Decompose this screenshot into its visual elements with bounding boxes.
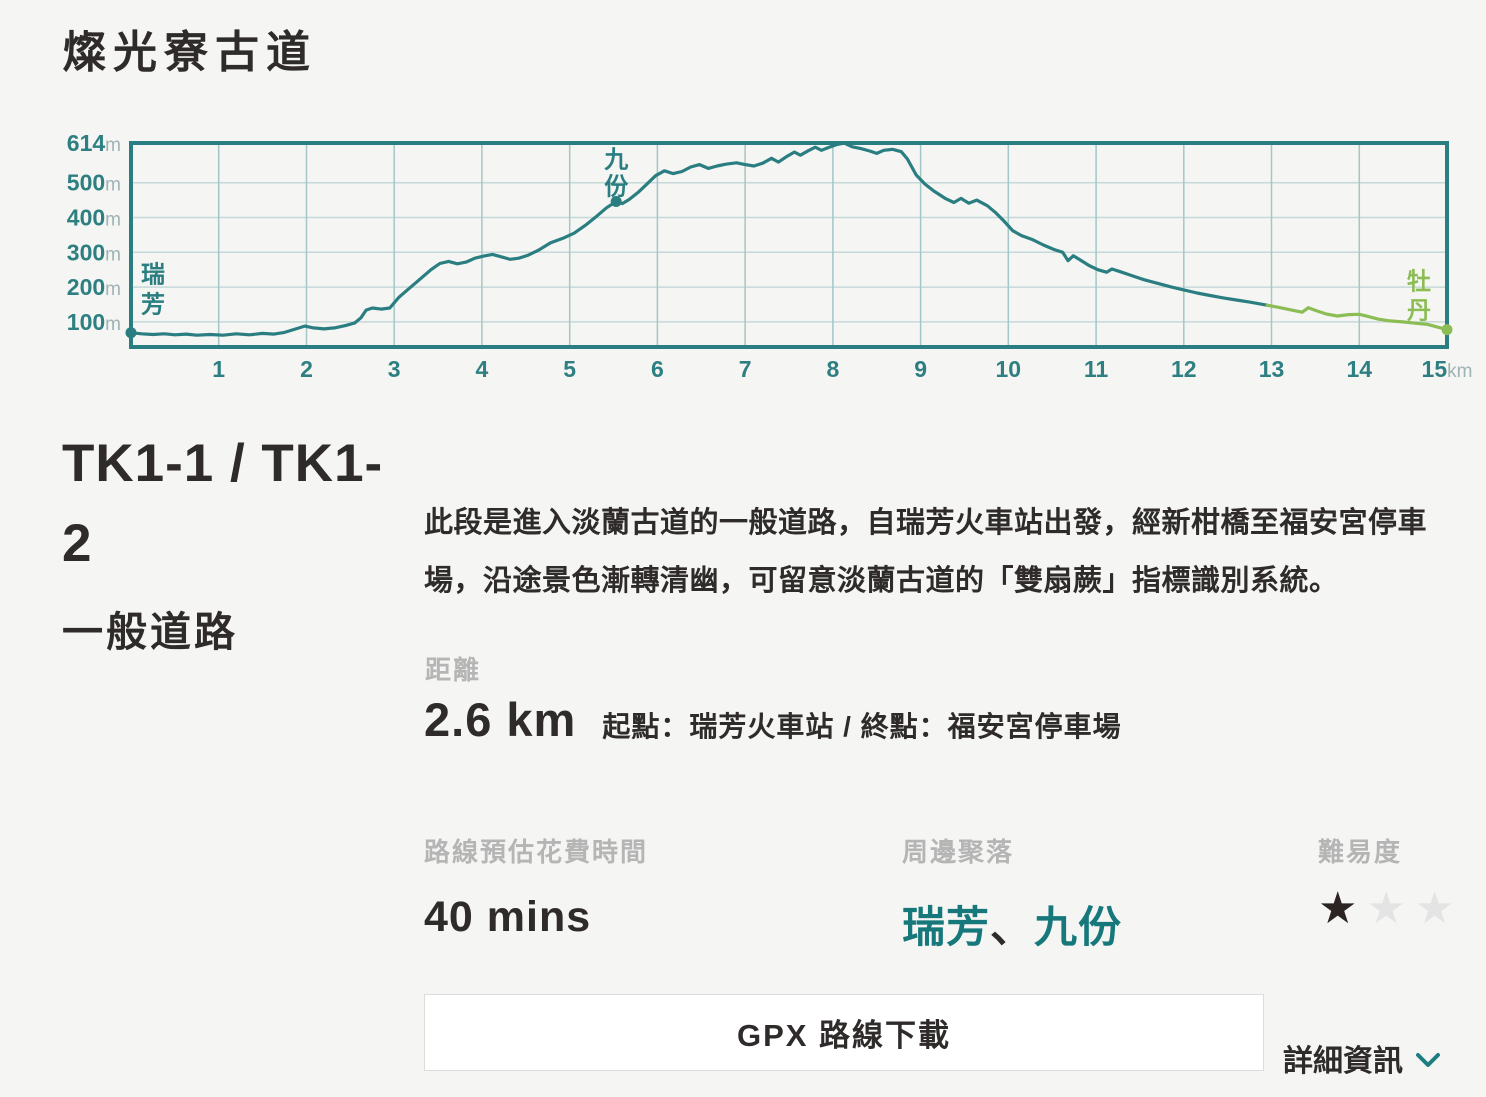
svg-text:6: 6 (651, 356, 664, 382)
stat-nearby-villages: 周邊聚落 瑞芳、九份 (902, 832, 1122, 955)
difficulty-stars: ★★★ (1318, 883, 1463, 936)
time-label: 路線預估花費時間 (424, 837, 649, 867)
svg-text:14: 14 (1347, 356, 1373, 382)
svg-text:12: 12 (1171, 356, 1197, 382)
svg-text:614m: 614m (67, 130, 121, 156)
time-value: 40 mins (424, 893, 592, 941)
svg-text:13: 13 (1259, 356, 1285, 382)
svg-text:九份: 九份 (603, 147, 629, 201)
star-icon: ★ (1414, 884, 1464, 933)
section-code: TK1-1 / TK1-2 (62, 434, 384, 573)
svg-text:1: 1 (212, 356, 225, 382)
svg-text:5: 5 (563, 356, 576, 382)
svg-text:100m: 100m (67, 309, 121, 335)
star-icon: ★ (1318, 884, 1367, 933)
gpx-download-button[interactable]: GPX 路線下載 (424, 994, 1264, 1071)
svg-text:300m: 300m (67, 239, 121, 265)
svg-text:3: 3 (388, 356, 401, 382)
svg-text:10: 10 (996, 356, 1022, 382)
village-link-jiufen[interactable]: 九份 (1034, 904, 1122, 952)
svg-text:2: 2 (300, 356, 313, 382)
chevron-down-icon (1416, 1052, 1440, 1067)
stat-difficulty: 難易度 ★★★ (1318, 832, 1463, 936)
village-separator: 、 (990, 904, 1034, 952)
svg-text:牡丹: 牡丹 (1407, 269, 1431, 325)
villages-value: 瑞芳、九份 (902, 893, 1122, 955)
details-label: 詳細資訊 (1283, 1045, 1403, 1078)
svg-text:400m: 400m (67, 205, 121, 231)
svg-text:4: 4 (476, 356, 489, 382)
distance-label: 距離 (425, 655, 482, 685)
distance-value: 2.6 km (424, 693, 577, 746)
svg-text:瑞芳: 瑞芳 (141, 262, 165, 319)
svg-text:7: 7 (739, 356, 752, 382)
villages-label: 周邊聚落 (902, 837, 1015, 867)
section-description: 此段是進入淡蘭古道的一般道路，自瑞芳火車站出發，經新柑橋至福安宮停車場，沿途景色… (424, 507, 1428, 597)
stat-estimated-time: 路線預估花費時間 40 mins (424, 832, 648, 942)
distance-row: 2.6 km 起點：瑞芳火車站 / 終點：福安宮停車場 (424, 692, 1122, 747)
difficulty-label: 難易度 (1318, 837, 1403, 867)
road-type-label: 一般道路 (62, 609, 238, 655)
star-icon: ★ (1366, 884, 1415, 933)
endpoints-text: 起點：瑞芳火車站 / 終點：福安宮停車場 (602, 711, 1122, 742)
svg-text:15km: 15km (1422, 356, 1473, 382)
svg-text:200m: 200m (67, 274, 121, 300)
svg-text:500m: 500m (67, 170, 121, 196)
svg-text:9: 9 (914, 356, 927, 382)
svg-text:11: 11 (1084, 356, 1109, 382)
page-title: 燦光寮古道 (62, 28, 317, 77)
details-toggle[interactable]: 詳細資訊 (1283, 1036, 1441, 1080)
svg-text:8: 8 (827, 356, 840, 382)
elevation-chart: 100m 200m 300m 400m 500m 614m 1 2 3 4 5 6 7 8 9 10 11 12 1… (60, 130, 1486, 394)
village-link-ruifang[interactable]: 瑞芳 (902, 904, 990, 952)
